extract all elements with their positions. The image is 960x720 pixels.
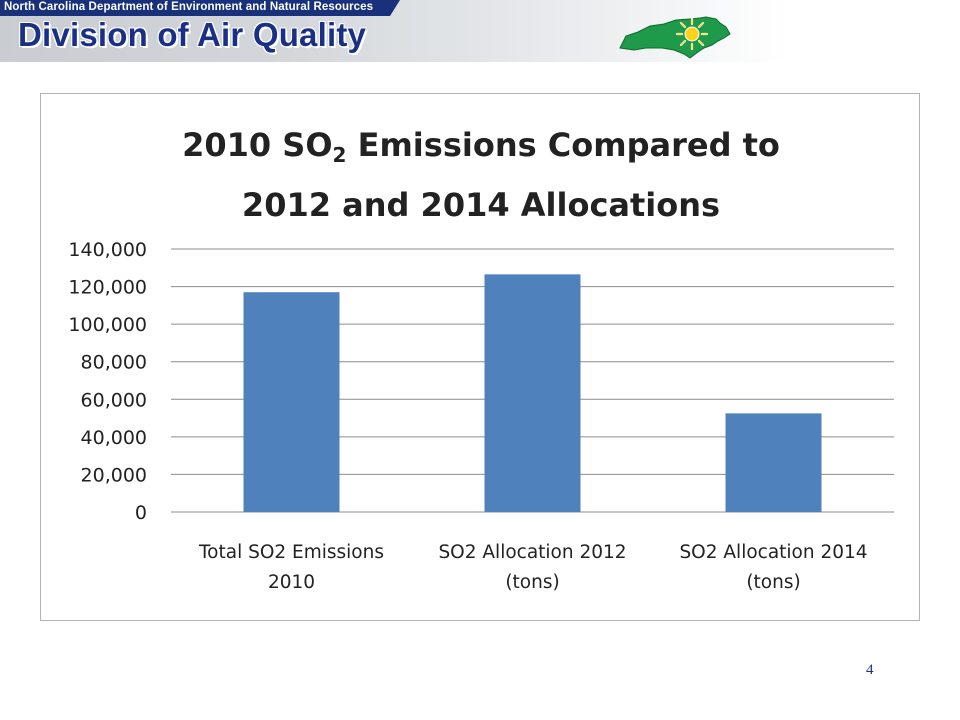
nc-state-sun-icon: [619, 16, 731, 59]
division-title: Division of Air Quality: [18, 16, 367, 53]
chart-title: 2010 SO2 Emissions Compared to 2012 and …: [41, 120, 921, 230]
x-category-label: Total SO2 Emissions: [198, 542, 384, 563]
y-tick-label: 140,000: [68, 239, 147, 261]
header-banner: North Carolina Department of Environment…: [0, 0, 960, 62]
x-category-label: (tons): [505, 572, 559, 593]
chart-title-subscript: 2: [332, 143, 347, 167]
page-number: 4: [866, 662, 874, 678]
x-category-label: SO2 Allocation 2012: [438, 542, 626, 563]
y-tick-label: 100,000: [68, 314, 147, 336]
bar: [484, 274, 581, 512]
y-tick-label: 80,000: [81, 352, 147, 374]
department-name: North Carolina Department of Environment…: [4, 1, 374, 13]
department-bar: North Carolina Department of Environment…: [0, 0, 400, 16]
y-tick-label: 120,000: [68, 277, 147, 299]
chart-title-line-2: 2012 and 2014 Allocations: [241, 186, 721, 224]
x-category-label: SO2 Allocation 2014: [679, 542, 867, 563]
x-category-label: 2010: [268, 572, 315, 593]
y-tick-label: 40,000: [81, 427, 147, 449]
bar: [243, 292, 340, 512]
y-tick-label: 60,000: [81, 389, 147, 411]
chart-frame: 2010 SO2 Emissions Compared to 2012 and …: [40, 93, 920, 621]
bar: [725, 413, 822, 512]
bar-chart: 0 20,000 40,000 60,000 80,000 100,000 120,000 1…: [68, 239, 894, 593]
x-category-label: (tons): [746, 572, 800, 593]
chart-title-main: 2010 SO: [182, 126, 333, 164]
y-tick-label: 20,000: [81, 464, 147, 486]
y-tick-label: 0: [135, 502, 147, 524]
chart-title-line-1: 2010 SO2 Emissions Compared to: [41, 120, 921, 180]
chart-title-rest: Emissions Compared to: [346, 126, 780, 164]
